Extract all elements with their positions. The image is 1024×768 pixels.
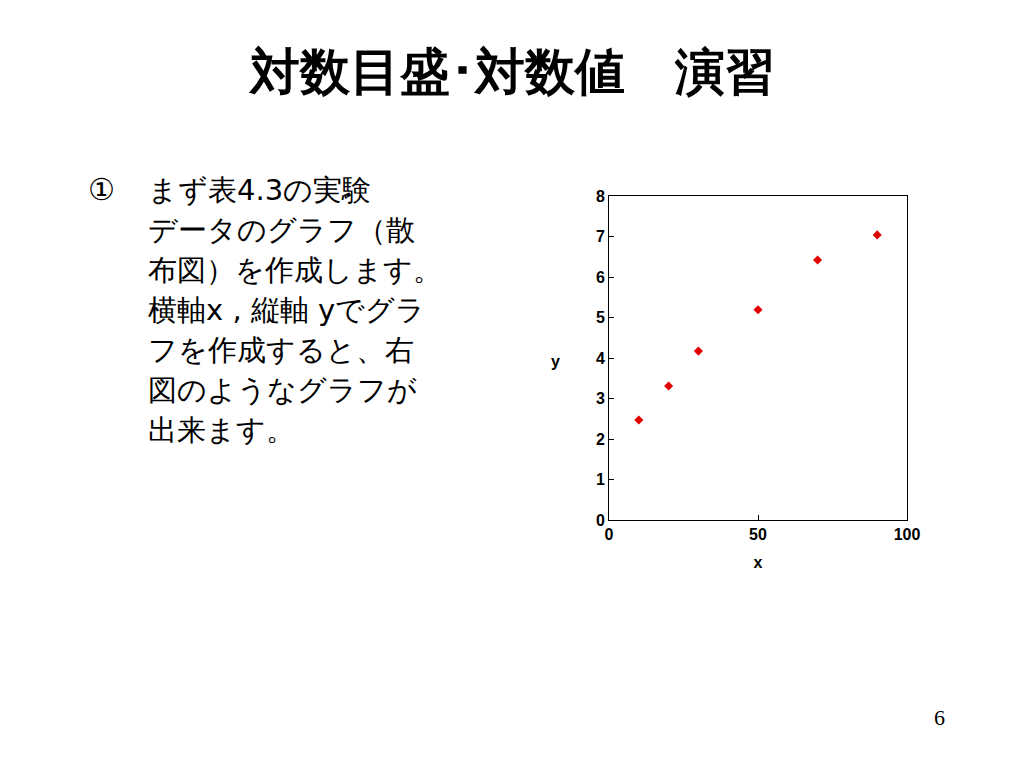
svg-text:x: x (754, 554, 763, 571)
html-text:出来ます。: 出来ます。 (148, 413, 295, 447)
svg-text:3: 3 (596, 390, 605, 407)
svg-text:y: y (551, 353, 560, 370)
html-text:横軸x , 縦軸 yでグラ: 横軸x , 縦軸 yでグラ (148, 293, 426, 327)
svg-text:2: 2 (596, 431, 605, 448)
svg-text:8: 8 (596, 188, 605, 205)
svg-text:6: 6 (596, 269, 605, 286)
svg-text:1: 1 (596, 471, 605, 488)
html-text:フを作成すると、右: フを作成すると、右 (148, 333, 414, 367)
svg-text:5: 5 (596, 309, 605, 326)
html-text:データのグラフ（散: データのグラフ（散 (148, 213, 415, 247)
svg-text:7: 7 (596, 228, 605, 245)
svg-text:100: 100 (894, 526, 921, 543)
svg-text:0: 0 (605, 526, 614, 543)
html-text:対数目盛･対数値 演習: 対数目盛･対数値 演習 (249, 43, 775, 101)
html-text:①: ① (88, 172, 115, 207)
html-text:まず表4.3の実験: まず表4.3の実験 (148, 173, 372, 207)
svg-text:0: 0 (596, 512, 605, 529)
svg-text:4: 4 (596, 350, 605, 367)
html-text:6: 6 (934, 705, 945, 730)
html-text:布図）を作成します。: 布図）を作成します。 (148, 253, 442, 287)
html-text:図のようなグラフが: 図のようなグラフが (148, 373, 417, 407)
svg-text:50: 50 (749, 526, 767, 543)
